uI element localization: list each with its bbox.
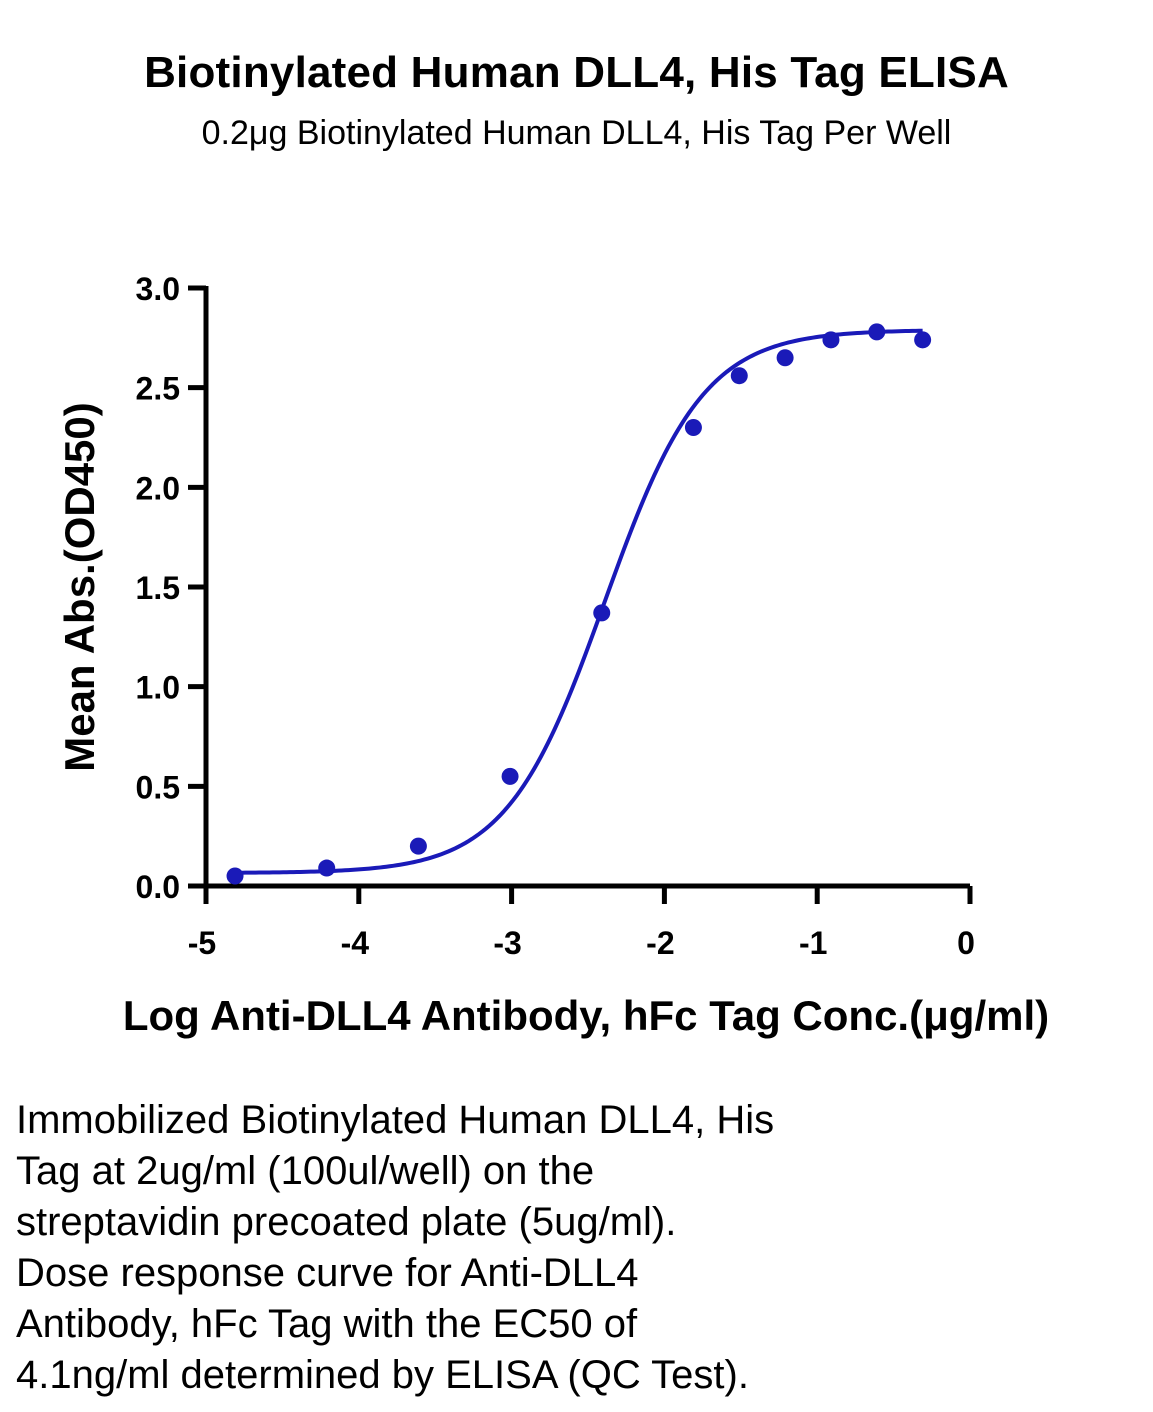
caption-line: streptavidin precoated plate (5ug/ml). bbox=[16, 1200, 677, 1244]
axes bbox=[203, 286, 970, 889]
x-tick-label: -4 bbox=[341, 925, 370, 961]
caption-line: 4.1ng/ml determined by ELISA (QC Test). bbox=[16, 1353, 749, 1397]
y-tick-label: 1.5 bbox=[136, 570, 180, 606]
data-point bbox=[318, 859, 336, 877]
y-axis-ticks: 0.0 0.5 1.0 1.5 2.0 2.5 3.0 bbox=[136, 271, 206, 905]
caption-line: Antibody, hFc Tag with the EC50 of bbox=[16, 1302, 638, 1346]
data-point bbox=[776, 349, 794, 367]
caption-line: Immobilized Biotinylated Human DLL4, His bbox=[16, 1098, 775, 1142]
y-axis-label: Mean Abs.(OD450) bbox=[56, 402, 103, 772]
data-point bbox=[684, 419, 702, 437]
x-tick-label: 0 bbox=[957, 925, 975, 961]
data-point bbox=[593, 604, 611, 622]
data-point bbox=[822, 331, 840, 349]
y-tick-label: 1.0 bbox=[136, 670, 180, 706]
y-tick-label: 2.0 bbox=[136, 470, 180, 506]
data-point bbox=[868, 323, 886, 341]
elisa-plot: -5 -4 -3 -2 -1 0 0.0 0.5 1.0 1.5 2.0 2.5 3.0 Log An… bbox=[56, 271, 1049, 1039]
caption-line: Tag at 2ug/ml (100ul/well) on the bbox=[16, 1149, 595, 1193]
x-tick-label: -3 bbox=[493, 925, 521, 961]
data-point bbox=[914, 331, 932, 349]
y-tick-label: 0.5 bbox=[136, 769, 180, 805]
y-tick-label: 2.5 bbox=[136, 371, 180, 407]
chart-subtitle: 0.2μg Biotinylated Human DLL4, His Tag P… bbox=[201, 114, 952, 152]
data-point bbox=[409, 837, 427, 855]
data-point bbox=[226, 867, 244, 885]
caption: Immobilized Biotinylated Human DLL4, His… bbox=[16, 1095, 916, 1401]
fit-curve bbox=[235, 328, 923, 875]
caption-line: Dose response curve for Anti-DLL4 bbox=[16, 1251, 639, 1295]
data-point bbox=[730, 367, 748, 385]
x-tick-label: -1 bbox=[799, 925, 827, 961]
x-axis-ticks: -5 -4 -3 -2 -1 0 bbox=[188, 886, 975, 961]
y-tick-label: 3.0 bbox=[136, 271, 180, 307]
data-point bbox=[501, 767, 519, 785]
x-axis-label: Log Anti-DLL4 Antibody, hFc Tag Conc.(μg… bbox=[123, 992, 1049, 1039]
chart-title: Biotinylated Human DLL4, His Tag ELISA bbox=[144, 48, 1009, 97]
data-points bbox=[226, 323, 932, 885]
x-tick-label: -2 bbox=[646, 925, 674, 961]
y-tick-label: 0.0 bbox=[136, 869, 180, 905]
x-tick-label: -5 bbox=[188, 925, 216, 961]
